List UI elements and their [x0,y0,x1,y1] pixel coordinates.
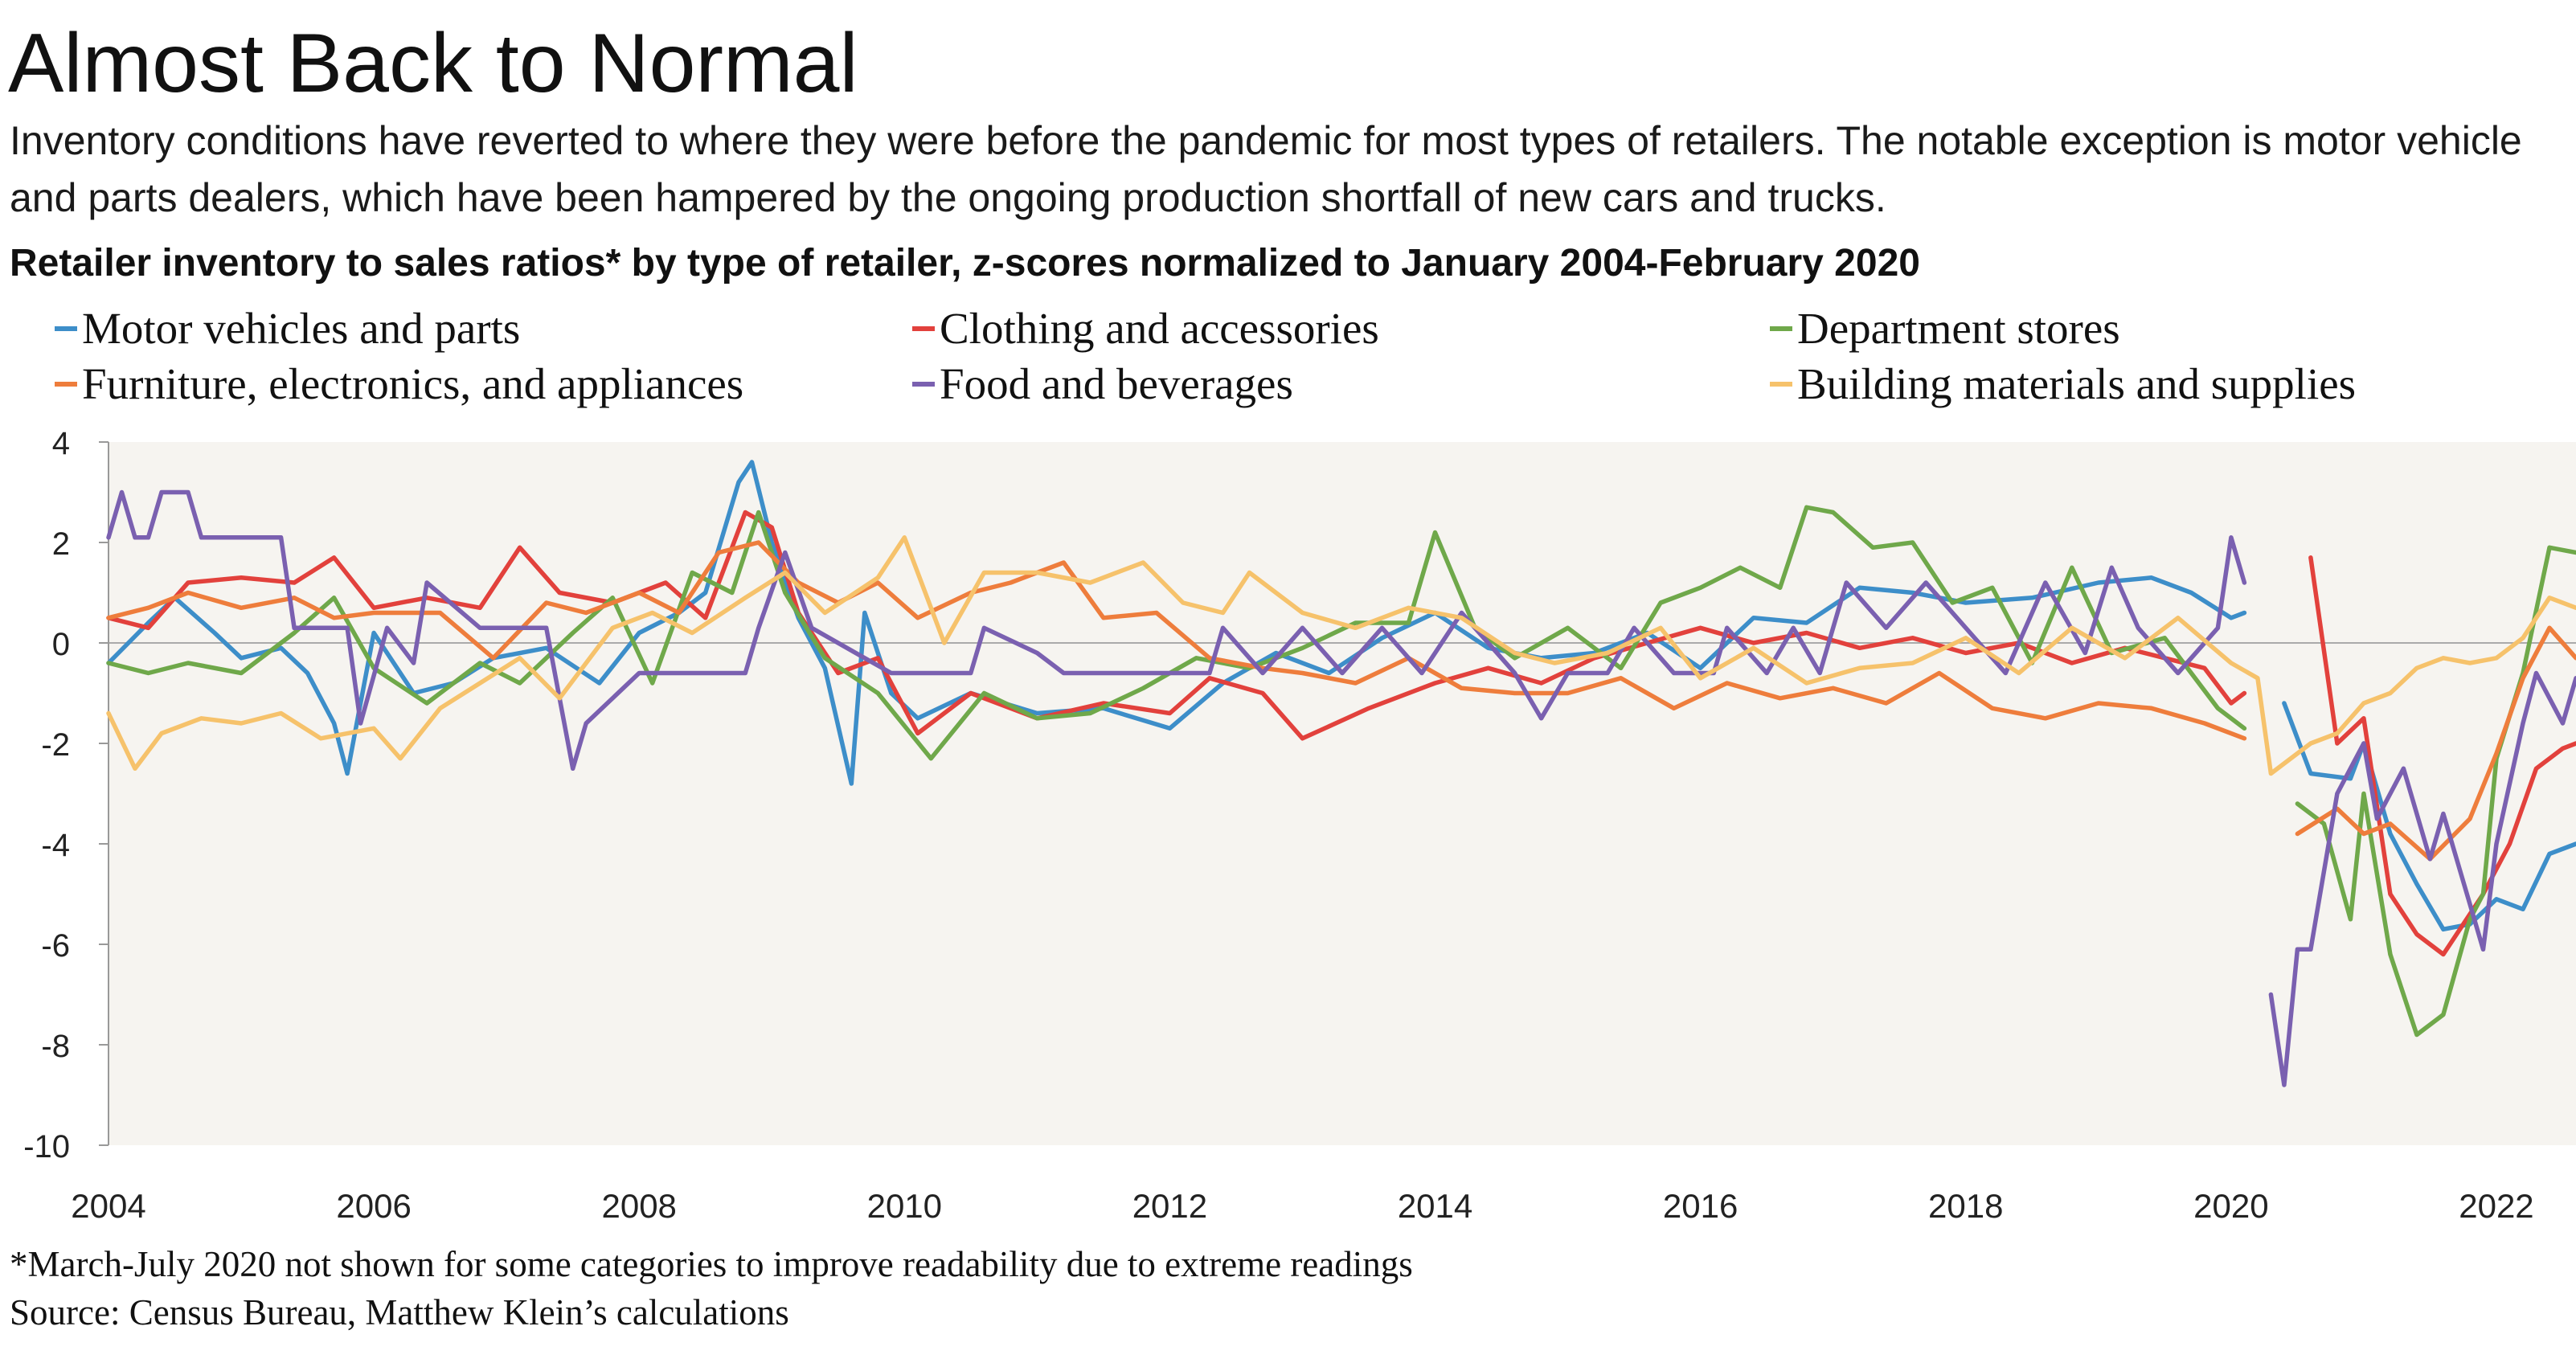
legend-label: Building materials and supplies [1797,359,2357,408]
legend-swatch [912,381,935,387]
legend-label: Food and beverages [940,359,1293,408]
series-line-5 [106,535,2576,776]
x-tick-label: 2012 [1132,1187,1207,1225]
legend-label: Motor vehicles and parts [82,304,521,353]
x-tick-label: 2016 [1663,1187,1738,1225]
y-tick-label: -4 [41,828,70,863]
legend-swatch [55,325,77,331]
x-tick-label: 2018 [1928,1187,2003,1225]
y-tick-label: -2 [41,727,70,763]
legend-swatch [912,325,935,331]
y-tick-label: 0 [52,627,70,662]
footnote: *March-July 2020 not shown for some cate… [10,1244,1413,1284]
legend-swatch [1770,325,1792,331]
x-tick-label: 2010 [867,1187,942,1225]
x-tick-label: 2014 [1398,1187,1472,1225]
legend-swatch [55,381,77,387]
legend-item-furniture: Furniture, electronics, and appliances [55,362,743,406]
legend-item-food: Food and beverages [912,362,1293,406]
legend-label: Department stores [1797,304,2120,353]
plot-background [109,442,2576,1145]
y-tick-label: -8 [41,1029,70,1064]
legend-label: Clothing and accessories [940,304,1379,353]
chart-title: Retailer inventory to sales ratios* by t… [10,242,1920,284]
legend-label: Furniture, electronics, and appliances [82,359,744,408]
x-tick-label: 2020 [2193,1187,2268,1225]
series-line-4 [106,489,2576,1087]
legend-item-building-materials: Building materials and supplies [1770,362,2356,406]
y-tick-label: 2 [52,526,70,562]
legend-swatch [1770,381,1792,387]
x-tick-label: 2006 [336,1187,411,1225]
y-tick-label: 4 [52,426,70,461]
y-tick-label: -6 [41,928,70,964]
source-note: Source: Census Bureau, Matthew Klein’s c… [10,1292,789,1332]
series-line-2 [106,505,2576,1038]
page-subtitle: Inventory conditions have reverted to wh… [10,118,2522,220]
y-tick-label: -10 [23,1129,70,1165]
legend-item-department-stores: Department stores [1770,306,2120,350]
x-tick-label: 2004 [71,1187,145,1225]
x-tick-label: 2022 [2459,1187,2533,1225]
legend-item-clothing: Clothing and accessories [912,306,1379,350]
legend-item-motor-vehicles: Motor vehicles and parts [55,306,520,350]
x-tick-label: 2008 [601,1187,676,1225]
page-title: Almost Back to Normal [8,17,858,110]
